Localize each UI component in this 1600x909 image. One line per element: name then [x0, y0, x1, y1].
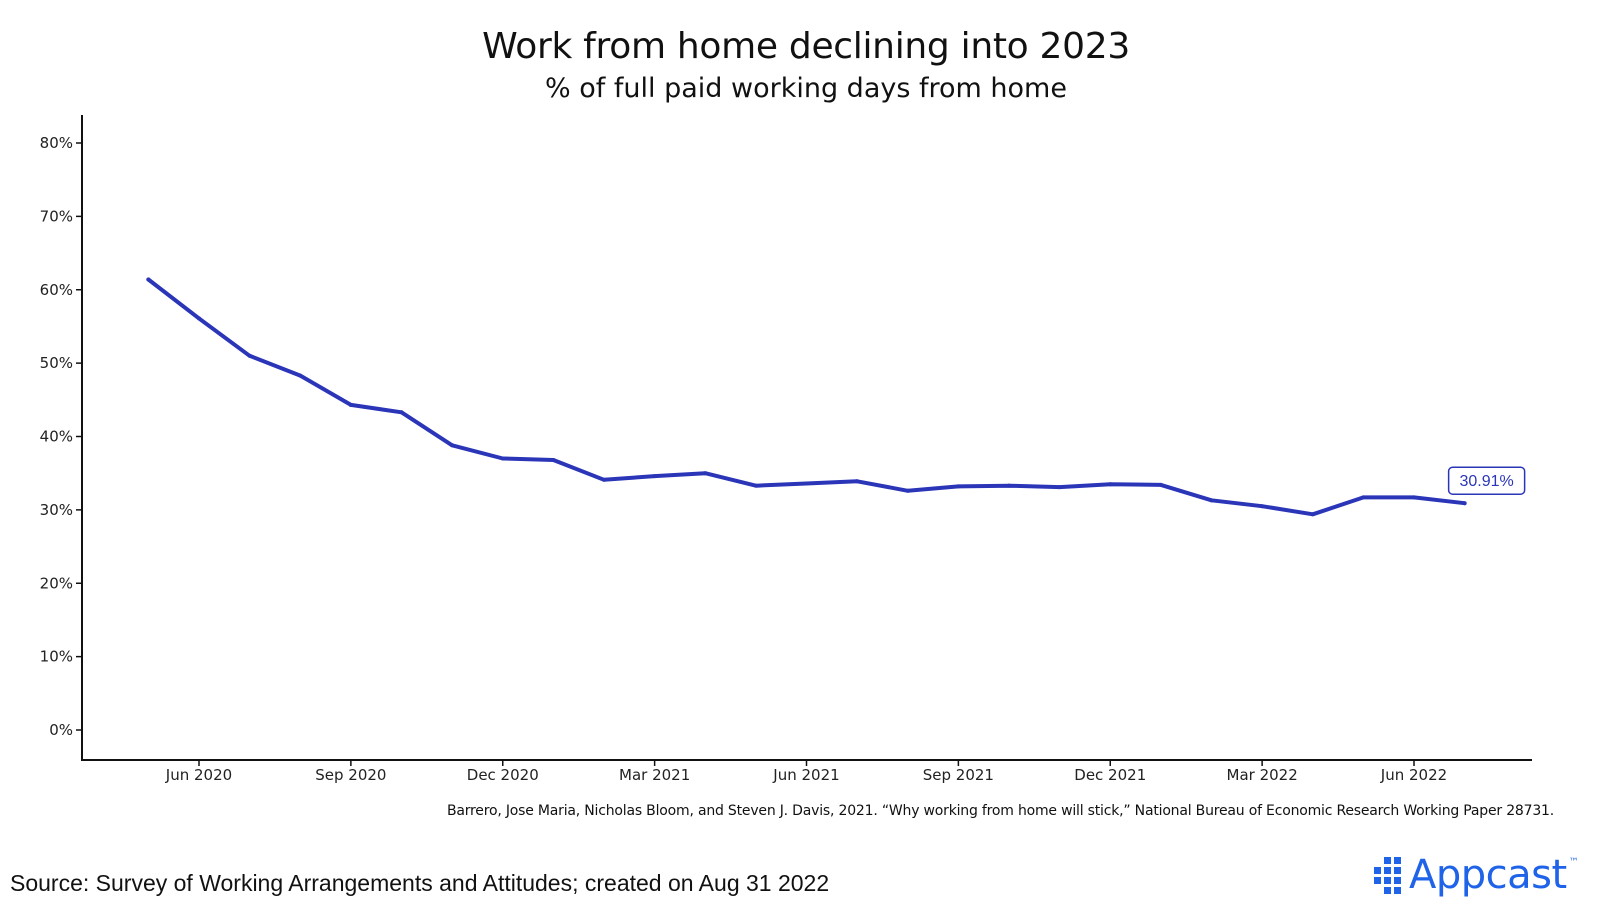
data-point	[804, 481, 809, 486]
y-tick-label: 60%	[40, 281, 73, 299]
x-tick-label: Dec 2021	[1074, 766, 1146, 784]
x-tick-label: Dec 2020	[467, 766, 539, 784]
data-point	[855, 479, 860, 484]
data-point	[1209, 498, 1214, 503]
x-tick-label: Sep 2020	[315, 766, 386, 784]
y-tick-label: 80%	[40, 134, 73, 152]
y-tick-label: 0%	[49, 721, 73, 739]
data-point	[348, 402, 353, 407]
data-point	[703, 471, 708, 476]
data-point	[1007, 483, 1011, 488]
line-chart: 0% 10% 20% 30% 40% 50% 60% 70% 80% Jun 2020 Sep 20…	[40, 115, 1532, 784]
data-point	[905, 488, 910, 493]
data-point	[298, 373, 303, 378]
y-tick-label: 50%	[40, 354, 73, 372]
chart-title: Work from home declining into 2023	[482, 26, 1130, 67]
data-point	[146, 277, 151, 282]
appcast-logo-text: Appcast	[1409, 852, 1567, 898]
series-line	[146, 277, 1467, 517]
data-point	[197, 316, 201, 321]
end-value-label: 30.91%	[1459, 473, 1513, 490]
x-tick-label: Jun 2021	[772, 766, 839, 784]
y-tick-label: 30%	[40, 501, 73, 519]
citation-text: Barrero, Jose Maria, Nicholas Bloom, and…	[446, 803, 1554, 819]
data-point	[1260, 504, 1265, 509]
x-tick-label: Jun 2020	[165, 766, 232, 784]
data-point	[1158, 482, 1163, 487]
data-point	[450, 443, 455, 448]
data-point	[602, 477, 606, 482]
end-value-label-box	[1447, 466, 1526, 495]
x-tick-label: Sep 2021	[923, 766, 994, 784]
data-point	[500, 456, 505, 461]
data-point	[1412, 495, 1416, 500]
data-point	[247, 353, 252, 358]
source-note: Source: Survey of Working Arrangements a…	[10, 870, 830, 896]
data-point	[551, 457, 556, 462]
data-point	[1108, 482, 1113, 487]
appcast-logo-tm: ™	[1568, 857, 1579, 868]
x-tick-label: Jun 2022	[1380, 766, 1447, 784]
data-point	[956, 484, 961, 489]
x-tick-label: Mar 2021	[619, 766, 690, 784]
data-point	[399, 410, 404, 415]
data-point	[1057, 485, 1062, 490]
y-tick-label: 70%	[40, 207, 73, 225]
y-tick-label: 10%	[40, 648, 73, 666]
data-point	[1462, 501, 1467, 506]
appcast-logo: Appcast ™	[1374, 851, 1579, 899]
chart-subtitle: % of full paid working days from home	[545, 73, 1067, 104]
appcast-logo-mark-icon	[1374, 856, 1401, 894]
data-point	[652, 474, 657, 479]
data-point	[753, 483, 758, 488]
x-tick-label: Mar 2022	[1227, 766, 1298, 784]
y-tick-label: 40%	[40, 428, 73, 446]
data-point	[1310, 512, 1315, 517]
y-tick-label: 20%	[40, 574, 73, 592]
data-point	[1361, 495, 1366, 500]
